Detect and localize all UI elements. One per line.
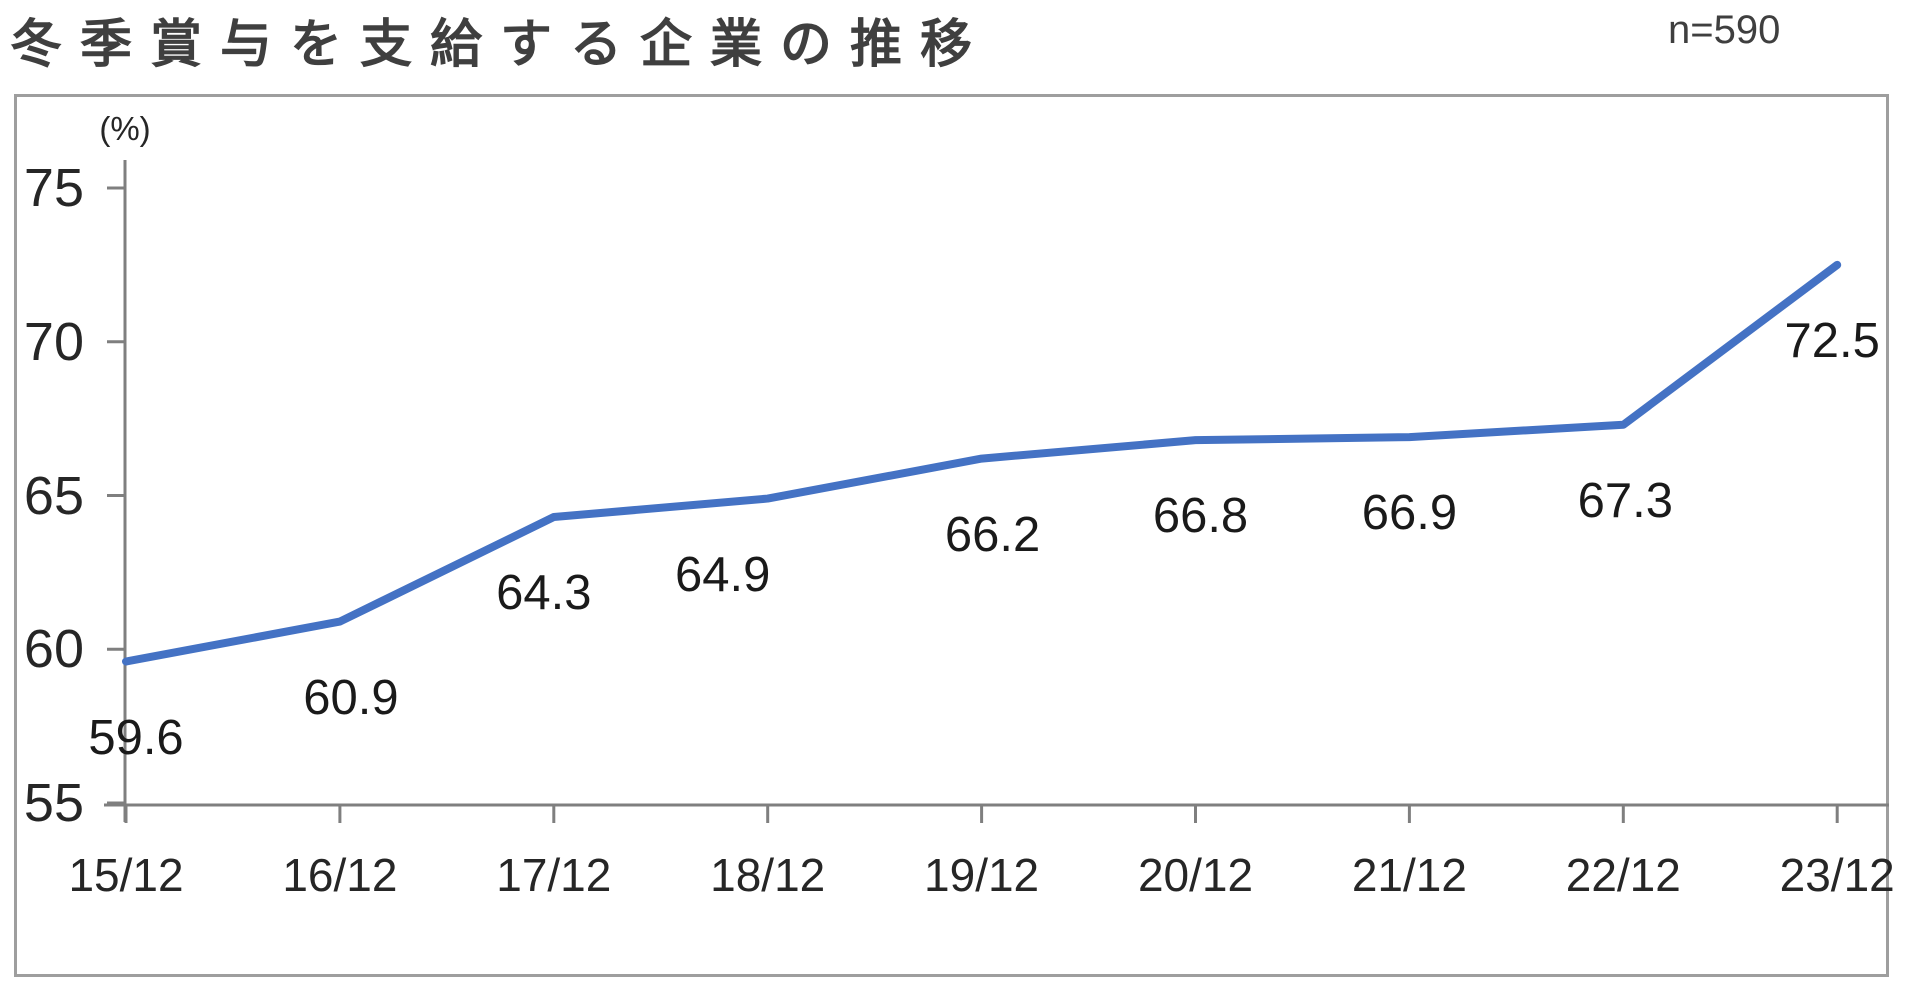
sample-size-label: n=590 <box>1668 8 1781 52</box>
y-axis-tick-label: 75 <box>23 158 84 218</box>
x-axis-category-label: 22/12 <box>1565 849 1681 901</box>
data-point-label: 72.5 <box>1784 313 1880 368</box>
x-axis-category-label: 23/12 <box>1779 849 1895 901</box>
x-axis-category-label: 15/12 <box>68 849 184 901</box>
series-line <box>122 260 1842 666</box>
x-axis-category-label: 19/12 <box>924 849 1040 901</box>
plot-frame <box>14 94 1889 977</box>
axes <box>104 160 1889 823</box>
x-axis-category-label: 21/12 <box>1351 849 1467 901</box>
data-point-label: 66.9 <box>1361 486 1458 541</box>
data-point-label: 66.2 <box>944 507 1041 562</box>
y-axis-unit-label: (%) <box>99 110 151 147</box>
y-axis-tick-label: 60 <box>23 619 84 680</box>
data-point-label: 67.3 <box>1577 473 1673 528</box>
x-axis-category-label: 16/12 <box>282 849 398 901</box>
data-point-label: 66.8 <box>1152 489 1249 544</box>
data-point-label: 64.9 <box>675 547 771 602</box>
x-axis-category-label: 18/12 <box>710 849 826 901</box>
data-point-label: 59.6 <box>88 710 184 765</box>
chart-title: 冬季賞与を支給する企業の推移 <box>10 16 991 74</box>
x-axis-category-label: 20/12 <box>1137 849 1254 901</box>
x-axis-category-label: 17/12 <box>496 849 612 901</box>
y-axis-tick-label: 65 <box>23 465 84 526</box>
data-point-label: 64.3 <box>496 566 592 621</box>
data-point-label: 60.9 <box>303 670 399 725</box>
y-axis-tick-label: 55 <box>23 773 84 833</box>
y-axis-tick-label: 70 <box>23 311 84 372</box>
